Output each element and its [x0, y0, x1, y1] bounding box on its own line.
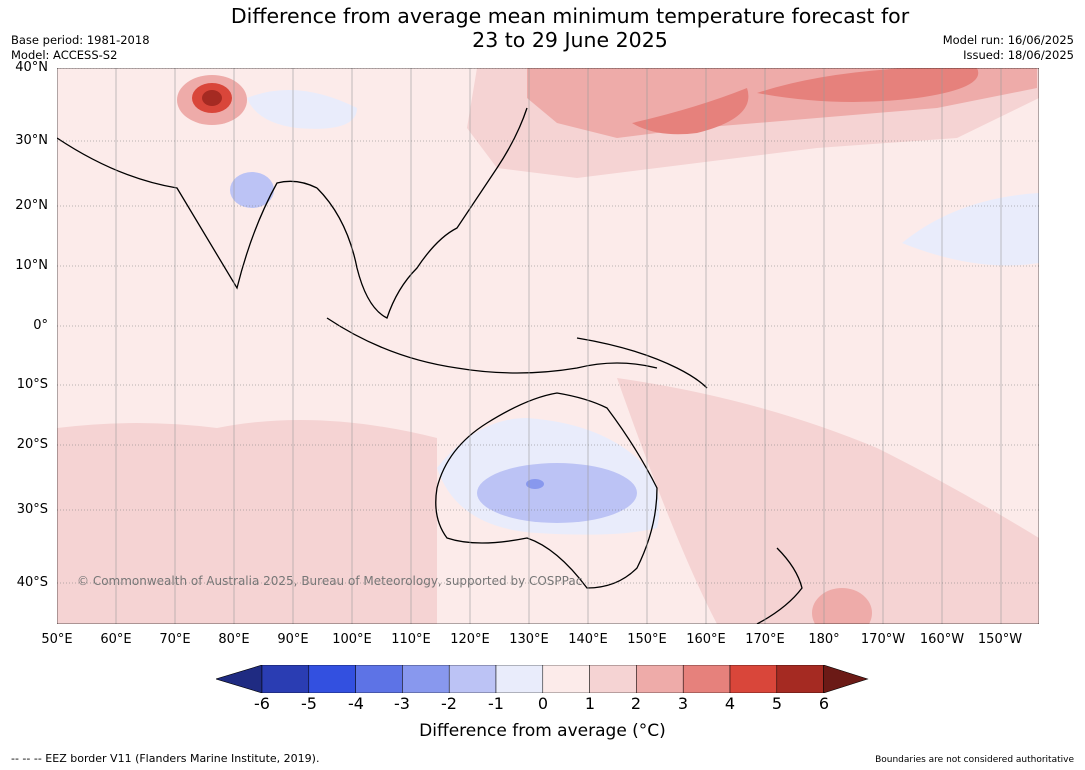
- colorbar-tick: 6: [818, 694, 830, 713]
- colorbar-extend-high: [823, 665, 869, 693]
- coast-new-guinea: [576, 337, 708, 389]
- cool-region-australia-core: [477, 463, 637, 523]
- colorbar-tick: 4: [724, 694, 736, 713]
- cool-region-australia-center: [526, 479, 544, 489]
- lat-label-20n: 20°N: [15, 198, 48, 213]
- graticule: [115, 68, 1002, 624]
- colorbar-tick: -6: [254, 694, 270, 713]
- map-title: Difference from average mean minimum tem…: [0, 4, 1085, 52]
- colorbar-tick: 2: [630, 694, 642, 713]
- lon-label-60e: 60°E: [100, 632, 132, 647]
- warm-region-north-pacific-strong: [632, 88, 749, 135]
- colorbar-segment: [355, 665, 403, 693]
- warm-spot-tasman: [812, 588, 872, 624]
- eez-note: -- -- -- EEZ border V11 (Flanders Marine…: [11, 752, 320, 765]
- lon-label-80e: 80°E: [218, 632, 250, 647]
- warm-region-south-pacific: [617, 378, 1039, 624]
- model-name: Model: ACCESS-S2: [11, 48, 118, 62]
- lon-label-140e: 140°E: [568, 632, 608, 647]
- lat-label-20s: 20°S: [16, 437, 48, 452]
- warm-hotspot-himalaya-core: [202, 90, 222, 106]
- forecast-map: [57, 68, 1039, 624]
- meta-left: Base period: 1981-2018 Model: ACCESS-S2: [11, 33, 150, 63]
- colorbar-segment: [448, 665, 497, 693]
- colorbar-tick: -2: [441, 694, 457, 713]
- lon-label-110e: 110°E: [391, 632, 431, 647]
- lon-label-50e: 50°E: [41, 632, 73, 647]
- colorbar: [216, 665, 869, 693]
- colorbar-segment: [589, 665, 637, 693]
- colorbar-segment: [542, 665, 590, 693]
- colorbar-segment: [636, 665, 684, 693]
- colorbar-tick: -4: [348, 694, 364, 713]
- copyright-notice: © Commonwealth of Australia 2025, Bureau…: [77, 574, 583, 588]
- colorbar-label: Difference from average (°C): [419, 721, 666, 741]
- model-run: Model run: 16/06/2025: [942, 33, 1074, 47]
- colorbar-segment: [729, 665, 778, 693]
- lon-label-180: 180°: [808, 632, 840, 647]
- coastlines: [57, 107, 803, 624]
- coast-indonesia: [326, 317, 658, 374]
- colorbar-tick: -5: [301, 694, 317, 713]
- lat-label-40n: 40°N: [15, 60, 48, 75]
- colorbar-tick: 0: [537, 694, 549, 713]
- coast-se-asia: [316, 107, 528, 319]
- lat-label-0: 0°: [33, 318, 48, 333]
- lat-label-10s: 10°S: [16, 377, 48, 392]
- lon-label-150w: 150°W: [977, 632, 1023, 647]
- warm-region-north-pacific-strong-2: [757, 68, 979, 102]
- colorbar-segment: [776, 665, 824, 693]
- colorbar-segment: [682, 665, 731, 693]
- lon-label-90e: 90°E: [277, 632, 309, 647]
- meta-right: Model run: 16/06/2025 Issued: 18/06/2025: [943, 33, 1074, 63]
- colorbar-tick: 3: [677, 694, 689, 713]
- lon-label-160w: 160°W: [919, 632, 965, 647]
- colorbar-segment: [308, 665, 356, 693]
- colorbar-tick: -1: [488, 694, 504, 713]
- coast-new-zealand: [756, 547, 803, 624]
- lat-label-30s: 30°S: [16, 502, 48, 517]
- title-line-2: 23 to 29 June 2025: [472, 28, 668, 52]
- colorbar-tick: 1: [584, 694, 596, 713]
- coast-australia: [435, 392, 658, 589]
- colorbar-extend-low: [216, 665, 263, 693]
- lon-label-160e: 160°E: [686, 632, 726, 647]
- colorbar-tick: 5: [771, 694, 783, 713]
- base-period: Base period: 1981-2018: [11, 33, 150, 47]
- colorbar-segment: [402, 665, 450, 693]
- lon-label-170e: 170°E: [745, 632, 785, 647]
- lon-label-130e: 130°E: [509, 632, 549, 647]
- colorbar-tick: -3: [394, 694, 410, 713]
- issued-date: Issued: 18/06/2025: [963, 48, 1074, 62]
- title-line-1: Difference from average mean minimum tem…: [230, 4, 910, 28]
- lon-label-100e: 100°E: [332, 632, 372, 647]
- lat-label-30n: 30°N: [15, 133, 48, 148]
- coast-india: [57, 137, 318, 290]
- colorbar-segment: [261, 665, 310, 693]
- lon-label-70e: 70°E: [159, 632, 191, 647]
- cool-region-central-pacific: [902, 193, 1039, 266]
- boundary-disclaimer: Boundaries are not considered authoritat…: [875, 755, 1074, 765]
- cool-region-tibet: [247, 90, 357, 129]
- warm-region-southern-ocean: [57, 420, 437, 624]
- lon-label-150e: 150°E: [627, 632, 667, 647]
- lat-label-10n: 10°N: [15, 258, 48, 273]
- cool-region-india: [230, 172, 274, 208]
- lat-label-40s: 40°S: [16, 575, 48, 590]
- colorbar-segment: [495, 665, 544, 693]
- lon-label-120e: 120°E: [450, 632, 490, 647]
- lon-label-170w: 170°W: [860, 632, 906, 647]
